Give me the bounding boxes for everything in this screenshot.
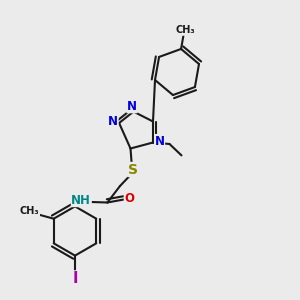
Text: S: S	[128, 163, 138, 176]
Text: I: I	[72, 271, 78, 286]
Text: O: O	[124, 192, 134, 206]
Text: N: N	[108, 115, 118, 128]
Text: N: N	[154, 134, 165, 148]
Text: NH: NH	[71, 194, 91, 207]
Text: N: N	[127, 100, 137, 113]
Text: CH₃: CH₃	[175, 25, 195, 35]
Text: CH₃: CH₃	[20, 206, 40, 216]
